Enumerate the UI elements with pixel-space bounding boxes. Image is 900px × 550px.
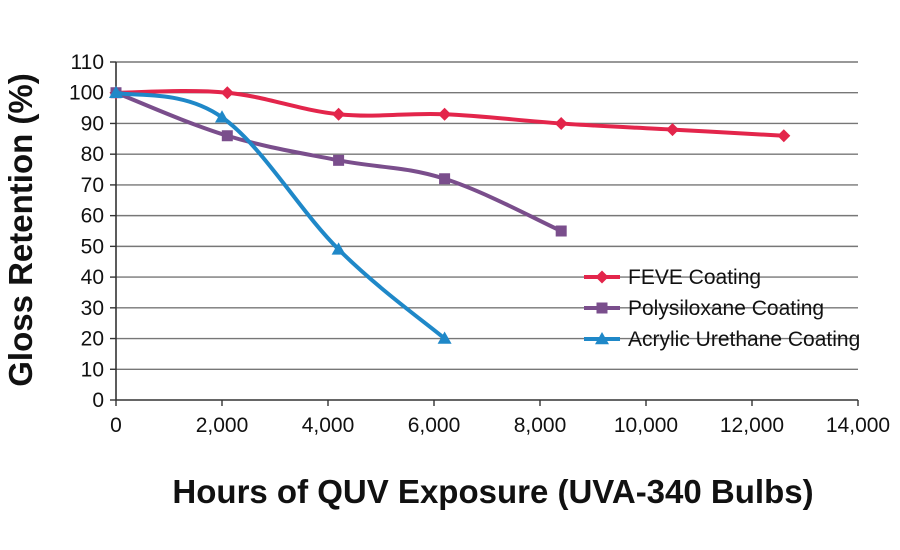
legend-label-acrylic-urethane: Acrylic Urethane Coating (628, 328, 860, 351)
y-tick-label: 20 (81, 328, 104, 351)
legend-item-polysiloxane: Polysiloxane Coating (584, 297, 824, 320)
series-acrylic-urethane (109, 85, 452, 344)
data-point-feve (777, 129, 791, 143)
y-tick-label: 70 (81, 174, 104, 197)
y-tick-labels: 0 10 20 30 40 50 60 70 80 90 100 110 (69, 51, 104, 412)
x-tick-label: 4,000 (302, 414, 355, 437)
y-tick-label: 90 (81, 112, 104, 135)
x-tick-label: 6,000 (408, 414, 461, 437)
legend-item-acrylic-urethane: Acrylic Urethane Coating (584, 328, 860, 351)
data-point-acrylic-urethane (109, 85, 123, 98)
series-line-acrylic-urethane (114, 90, 447, 341)
y-tick-label: 10 (81, 358, 104, 381)
series-lines (109, 85, 791, 344)
series-feve (109, 86, 791, 143)
y-tick-label: 60 (81, 205, 104, 228)
data-point-acrylic-urethane (215, 110, 229, 123)
data-point-acrylic-urethane (437, 331, 452, 344)
x-tick-label: 12,000 (720, 414, 784, 437)
x-tick-label: 8,000 (514, 414, 567, 437)
data-point-polysiloxane (555, 225, 567, 237)
x-tick-label: 14,000 (826, 414, 890, 437)
y-tick-label: 50 (81, 235, 104, 258)
legend-label-polysiloxane: Polysiloxane Coating (628, 297, 824, 320)
y-tick-label: 110 (71, 51, 104, 74)
y-tick-label: 40 (81, 266, 104, 289)
legend-item-feve: FEVE Coating (584, 266, 761, 289)
y-tick-label: 80 (81, 143, 104, 166)
legend-marker-acrylic-urethane (595, 332, 609, 345)
y-tick-label: 30 (81, 297, 104, 320)
data-point-polysiloxane (439, 173, 451, 185)
data-point-polysiloxane (221, 130, 233, 142)
data-point-acrylic-urethane (331, 242, 346, 255)
y-tick-label: 0 (92, 389, 104, 412)
x-tick-label: 2,000 (196, 414, 249, 437)
x-tick-label: 0 (110, 414, 122, 437)
data-point-feve (332, 107, 346, 121)
y-tick-label: 100 (69, 82, 104, 105)
axes (110, 61, 859, 406)
data-point-feve (438, 107, 452, 121)
data-point-feve (220, 86, 234, 100)
data-point-polysiloxane (333, 154, 345, 166)
legend-marker-polysiloxane (596, 302, 608, 314)
x-tick-label: 10,000 (614, 414, 678, 437)
legend-label-feve: FEVE Coating (628, 266, 761, 289)
data-point-feve (554, 116, 568, 130)
legend: FEVE Coating Polysiloxane Coating Acrylic … (584, 266, 860, 351)
data-point-feve (666, 123, 679, 137)
x-tick-labels: 0 2,000 4,000 6,000 8,000 10,000 12,000 14,000 (110, 414, 890, 437)
x-axis-title: Hours of QUV Exposure (UVA-340 Bulbs) (172, 473, 813, 510)
legend-marker-feve (595, 270, 609, 284)
y-axis-title: Gloss Retention (%) (2, 73, 39, 387)
grid-lines (116, 61, 858, 370)
